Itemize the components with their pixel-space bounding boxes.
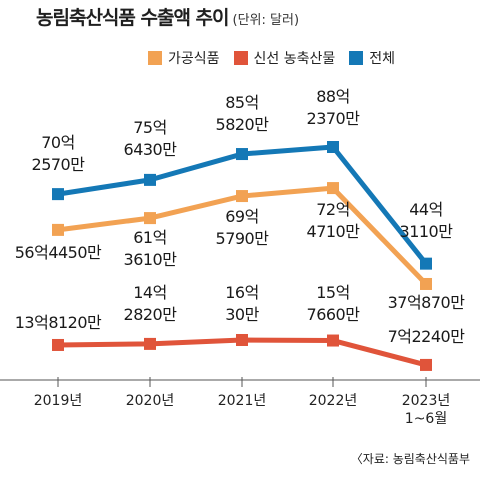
data-label: 2570만 [32, 155, 86, 174]
data-point [327, 141, 339, 153]
legend-item-processed: 가공식품 [148, 48, 220, 68]
legend-swatch-fresh [233, 51, 248, 65]
legend-label-processed: 가공식품 [168, 51, 220, 67]
data-label: 88억 [316, 87, 350, 106]
data-label: 6430만 [124, 140, 178, 159]
data-point [327, 182, 339, 195]
legend-label-fresh: 신선 농축산물 [253, 51, 336, 67]
data-label: 30만 [225, 305, 259, 324]
data-label: 61억 [133, 228, 167, 247]
data-label: 69억 [225, 207, 259, 226]
legend: 가공식품 신선 농축산물 전체 [148, 48, 395, 68]
data-label: 72억 [316, 200, 350, 219]
data-point [420, 358, 432, 371]
chart-title-text: 농림축산식품 수출액 추이 [36, 7, 230, 29]
legend-item-fresh: 신선 농축산물 [233, 48, 336, 68]
data-point [236, 333, 248, 346]
chart-title: 농림축산식품 수출액 추이 (단위: 달러) [36, 3, 299, 30]
data-label: 4710만 [307, 222, 361, 241]
data-label: 7억2240만 [388, 327, 466, 346]
data-label: 2820만 [124, 305, 178, 324]
data-label: 5820만 [216, 115, 270, 134]
data-label: 44억 [409, 200, 443, 219]
x-tick-label: 2020년 [126, 393, 175, 409]
data-point [52, 338, 64, 351]
data-label: 70억 [41, 133, 75, 152]
legend-swatch-processed [148, 51, 162, 65]
data-label: 37억870만 [388, 293, 466, 312]
data-point [236, 190, 248, 203]
legend-item-total: 전체 [349, 48, 395, 68]
source-note: 〈자료: 농림축산식품부 [350, 452, 470, 466]
x-tick-label: 2021년 [218, 393, 267, 409]
x-tick-label: 2019년 [34, 393, 83, 409]
legend-label-total: 전체 [369, 51, 396, 67]
data-label: 3610만 [124, 250, 178, 269]
data-label: 7660만 [307, 305, 361, 324]
data-label: 56억4450만 [15, 243, 102, 262]
data-point [144, 212, 156, 225]
data-label: 15억 [316, 283, 350, 302]
data-label: 16억 [225, 283, 259, 302]
data-label: 5790만 [216, 229, 270, 248]
data-label: 2370만 [307, 109, 361, 128]
data-point [236, 148, 248, 161]
data-point [52, 188, 64, 201]
data-label: 13억8120만 [15, 313, 102, 332]
x-tick-label: 1~6월 [405, 411, 447, 427]
data-label: 75억 [133, 118, 167, 137]
data-label: 85억 [225, 93, 259, 112]
x-tick-label: 2023년 [402, 393, 451, 409]
data-label: 3110만 [400, 222, 454, 241]
data-label: 14억 [133, 283, 167, 302]
legend-swatch-total [349, 51, 364, 65]
x-tick-label: 2022년 [309, 393, 358, 409]
data-point [420, 277, 432, 290]
data-point [144, 173, 156, 186]
data-point [327, 334, 339, 347]
data-point [144, 337, 156, 350]
data-point [420, 257, 432, 270]
data-point [52, 223, 64, 236]
chart-unit: (단위: 달러) [232, 13, 300, 28]
